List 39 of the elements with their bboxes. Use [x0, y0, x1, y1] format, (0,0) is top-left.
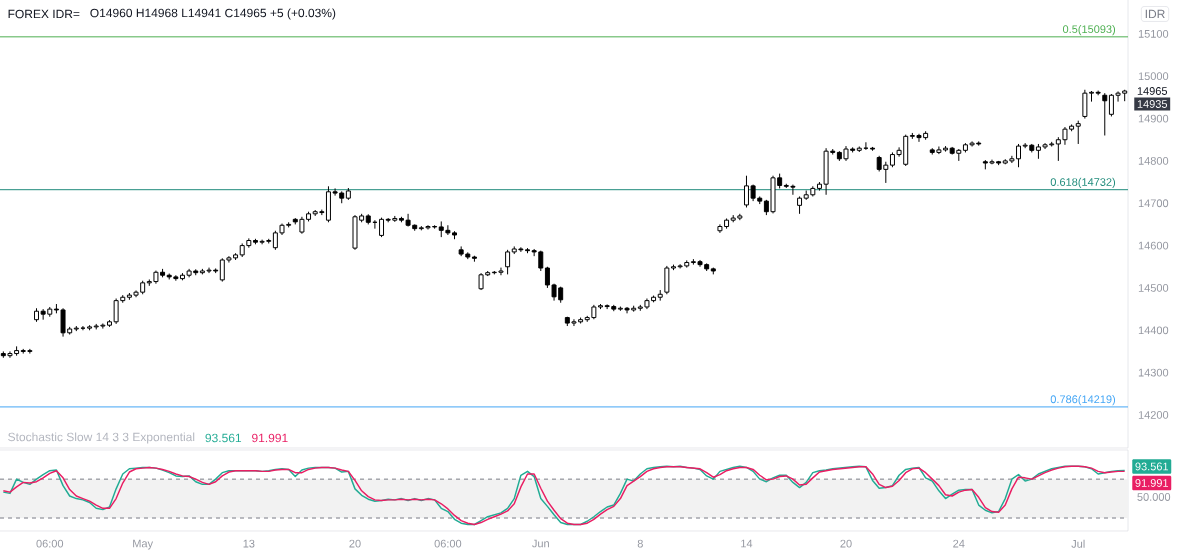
- text: FOREX IDR=: [8, 9, 80, 19]
- annotation: 93.561: [205, 433, 242, 443]
- x-tick-label: 20: [840, 539, 852, 548]
- y-tick-label: 15000: [1138, 72, 1169, 81]
- text: 50.000: [1137, 493, 1171, 501]
- candlestick: [379, 217, 385, 238]
- x-tick-label: 06:00: [36, 539, 64, 548]
- ref-line-label: 0.5(15093): [1062, 24, 1116, 36]
- candlestick: [1102, 92, 1108, 136]
- y-tick-label: 14800: [1138, 157, 1169, 165]
- x-tick-label: 20: [349, 539, 361, 548]
- x-tick-label: 13: [243, 539, 255, 548]
- y-tick-label: 14900: [1138, 114, 1169, 123]
- ref-line-label: 0.786(14219): [1050, 395, 1116, 406]
- y-tick-label: 15100: [1138, 29, 1169, 38]
- text: 93.561: [1135, 462, 1169, 471]
- x-tick-label: 14: [741, 539, 753, 548]
- y-tick-label: 14700: [1138, 199, 1169, 208]
- text: 14935: [1137, 100, 1168, 108]
- text: O14960 H14968 L14941 C14965 +5 (+0.03%): [90, 8, 336, 20]
- y-tick-label: 14500: [1138, 284, 1169, 292]
- annotation: 91.991: [252, 433, 288, 443]
- x-tick-label: Jun: [532, 539, 549, 548]
- y-tick-label: 14600: [1138, 241, 1169, 250]
- x-tick-label: 8: [637, 539, 643, 548]
- chart-title: Stochastic Slow 14 3 3 Exponential: [8, 432, 195, 444]
- y-tick-label: 14400: [1138, 326, 1169, 335]
- ref-line-label: 0.618(14732): [1050, 177, 1116, 189]
- x-tick-label: May: [133, 539, 154, 550]
- candlestick: [505, 249, 511, 275]
- y-tick-label: 14200: [1138, 411, 1169, 419]
- x-tick-label: 24: [953, 539, 965, 548]
- x-tick-label: Jul: [1071, 539, 1085, 548]
- text: 91.991: [1135, 479, 1169, 487]
- x-tick-label: 06:00: [434, 539, 462, 548]
- y-tick-label: 14300: [1138, 368, 1169, 377]
- candlestick: [1075, 120, 1081, 145]
- text: 14965: [1137, 87, 1168, 95]
- text: IDR: [1145, 9, 1165, 19]
